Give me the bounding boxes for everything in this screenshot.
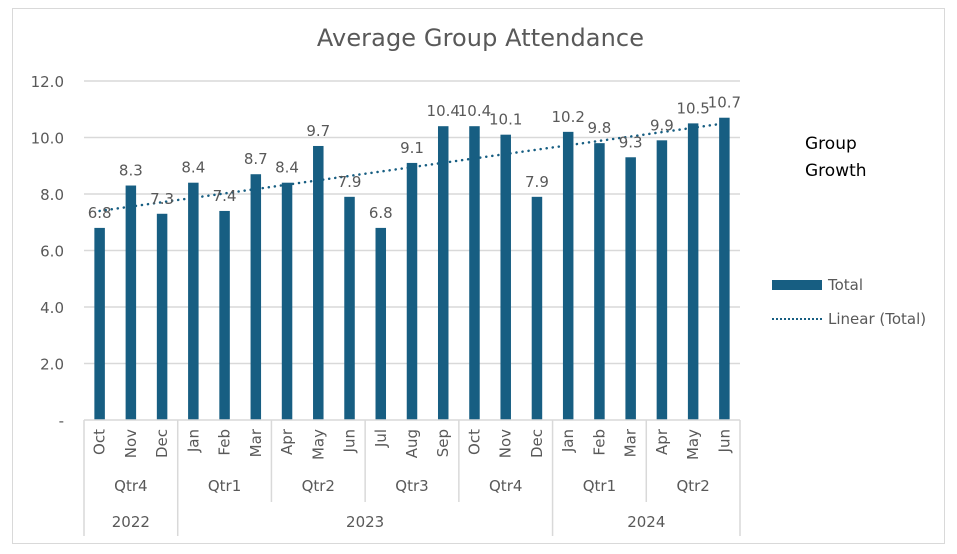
bar [687,123,699,420]
x-group-label-year: 2023 [346,513,384,531]
data-label: 9.8 [587,119,611,137]
legend-swatch-bar [772,280,822,290]
x-group-label-quarter: Qtr4 [114,477,147,495]
x-group-label-quarter: Qtr2 [302,477,335,495]
y-tick-label: 8.0 [40,186,64,204]
x-group-label-quarter: Qtr1 [583,477,616,495]
y-tick-label: 2.0 [40,356,64,374]
y-tick-label: 6.0 [40,243,64,261]
x-tick-label-month: Mar [247,428,265,457]
x-tick-label-month: Jun [341,429,359,453]
x-tick-label-month: Oct [465,429,483,455]
chart-title-text: Average Group Attendance [316,24,645,52]
x-tick-label-month: Nov [497,429,515,458]
legend-label-total: Total [828,276,864,294]
x-tick-label-month: Feb [216,429,234,456]
x-tick-label-month: Jun [715,429,733,453]
bar [188,182,199,420]
bar [594,143,605,420]
x-group-label-quarter: Qtr3 [395,477,428,495]
data-label: 10.4 [458,102,491,120]
bar [656,140,668,420]
data-label: 9.9 [650,116,674,134]
bar [719,117,730,420]
trendline [98,122,726,213]
bar [500,134,511,421]
x-tick-label-month: May [309,429,327,460]
bar [94,227,105,420]
y-axis-ticks: - 2.0 4.0 6.0 8.0 10.0 12.0 [31,73,64,430]
bar [250,174,262,420]
bar [313,145,324,420]
data-label: 9.3 [619,133,643,151]
data-label: 6.8 [369,204,393,222]
data-label: 7.9 [525,173,549,191]
y-tick-label: 10.0 [31,130,64,148]
x-tick-label-month: Mar [622,428,640,457]
data-label: 9.1 [400,139,424,157]
data-label: 10.4 [427,102,460,120]
x-tick-label-month: Jan [184,429,202,453]
chart-title: Average Group Attendance [0,24,957,52]
bar [125,185,137,420]
data-label: 10.5 [676,99,709,117]
x-tick-label-month: Dec [528,429,546,458]
legend: Total Linear (Total) [772,274,926,342]
x-group-label-year: 2024 [627,513,665,531]
data-label: 8.7 [244,150,268,168]
legend-label-linear-total: Linear (Total) [828,310,927,328]
bar [469,126,480,420]
x-tick-label-month: Feb [590,429,608,456]
data-label: 8.4 [181,159,205,177]
x-tick-label-month: Jan [559,429,577,453]
x-tick-label-month: Aug [403,429,421,458]
x-tick-label-month: Nov [122,429,140,458]
bars [94,117,730,421]
bar [406,162,418,421]
data-label: 6.8 [88,204,112,222]
x-group-label-quarter: Qtr1 [208,477,241,495]
data-label: 7.9 [338,173,362,191]
bar [344,196,355,420]
bar [531,196,543,420]
x-tick-label-month: Dec [153,429,171,458]
bar [281,182,293,420]
group-growth-annotation: Group Growth [805,131,885,185]
data-label: 10.1 [489,111,522,129]
bar [156,213,168,420]
bar [437,126,449,420]
data-label: 9.7 [306,122,330,140]
x-tick-label-month: Oct [91,429,109,455]
data-label: 7.3 [150,190,174,208]
data-label: 10.7 [708,94,741,112]
legend-item-total[interactable]: Total [772,274,926,296]
y-tick-label: - [59,412,64,430]
x-tick-label-month: Apr [653,428,671,455]
x-tick-label-month: Apr [278,428,296,455]
bar [219,210,230,420]
trendline-linear-total [98,122,726,213]
x-axis: Oct Nov Dec Jan Feb Mar Apr May Jun Jul Aug Sep Oct N… [83,419,741,536]
x-tick-label-month: May [684,429,702,460]
legend-item-linear-total[interactable]: Linear (Total) [772,308,926,330]
x-group-label-quarter: Qtr2 [676,477,709,495]
data-label: 7.4 [213,187,237,205]
annotation-text: Group Growth [805,134,867,181]
y-tick-label: 4.0 [40,299,64,317]
data-label: 10.2 [551,108,584,126]
data-label: 8.3 [119,162,143,180]
x-group-label-year: 2022 [112,513,150,531]
bar [375,227,387,420]
x-tick-label-month: Jul [372,429,390,448]
bar [625,157,636,420]
x-tick-label-month: Sep [434,429,452,457]
bar [562,131,574,420]
legend-swatch-dotted-line [772,318,822,320]
data-labels: 6.88.37.38.47.48.7 8.49.77.96.89.110.410.… [88,94,741,222]
x-group-label-quarter: Qtr4 [489,477,522,495]
y-tick-label: 12.0 [31,73,64,91]
data-label: 8.4 [275,159,299,177]
